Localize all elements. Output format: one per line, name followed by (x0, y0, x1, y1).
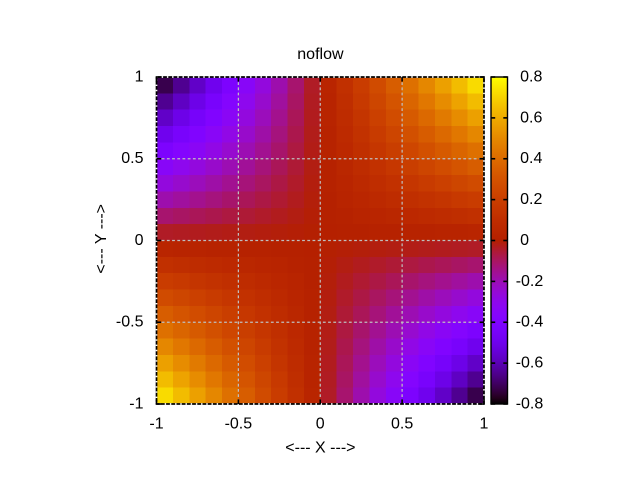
svg-text:0.5: 0.5 (121, 150, 143, 167)
svg-text:-0.4: -0.4 (516, 314, 544, 331)
svg-text:0: 0 (520, 232, 529, 249)
svg-text:0: 0 (316, 416, 325, 433)
svg-text:-1: -1 (149, 416, 163, 433)
svg-text:0: 0 (135, 232, 144, 249)
svg-text:noflow: noflow (297, 46, 344, 63)
svg-text:-0.8: -0.8 (516, 395, 544, 412)
svg-text:0.5: 0.5 (391, 416, 413, 433)
svg-text:1: 1 (135, 68, 144, 85)
svg-text:<--- X --->: <--- X ---> (285, 440, 355, 457)
svg-text:-0.6: -0.6 (516, 355, 544, 372)
svg-text:0.8: 0.8 (520, 68, 542, 85)
svg-text:-0.5: -0.5 (225, 416, 253, 433)
svg-text:-0.2: -0.2 (516, 273, 544, 290)
svg-text:0.6: 0.6 (520, 109, 542, 126)
svg-text:0.2: 0.2 (520, 191, 542, 208)
svg-text:-1: -1 (129, 395, 143, 412)
svg-text:<--- Y --->: <--- Y ---> (93, 204, 110, 274)
svg-text:-0.5: -0.5 (116, 314, 144, 331)
svg-text:1: 1 (480, 416, 489, 433)
svg-text:0.4: 0.4 (520, 150, 542, 167)
